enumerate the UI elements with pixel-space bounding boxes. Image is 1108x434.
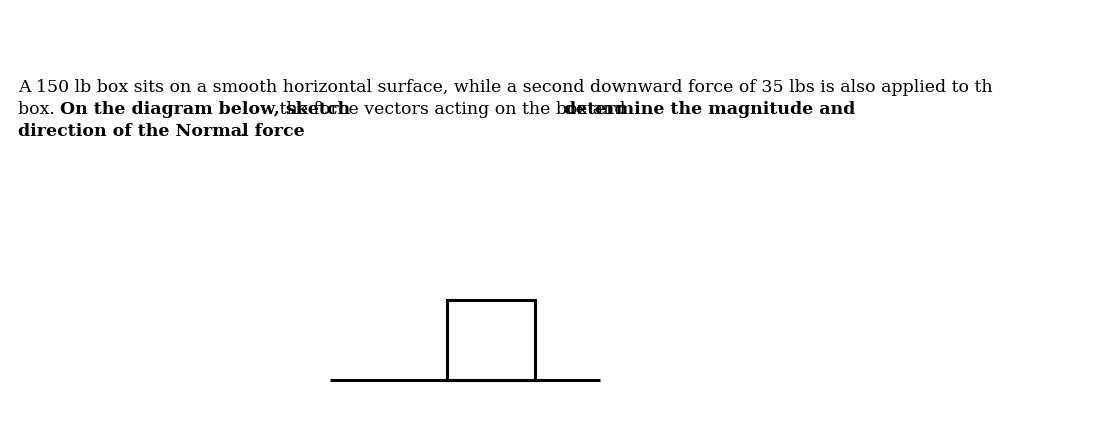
Text: .: . [239,123,245,140]
Text: the force vectors acting on the box and: the force vectors acting on the box and [275,101,632,118]
Text: box.: box. [18,101,65,118]
Text: On the diagram below, sketch: On the diagram below, sketch [60,101,350,118]
Bar [447,300,535,380]
Text: determine the magnitude and: determine the magnitude and [564,101,854,118]
Text: direction of the Normal force: direction of the Normal force [18,123,305,140]
Text: A 150 lb box sits on a smooth horizontal surface, while a second downward force : A 150 lb box sits on a smooth horizontal… [18,79,993,96]
